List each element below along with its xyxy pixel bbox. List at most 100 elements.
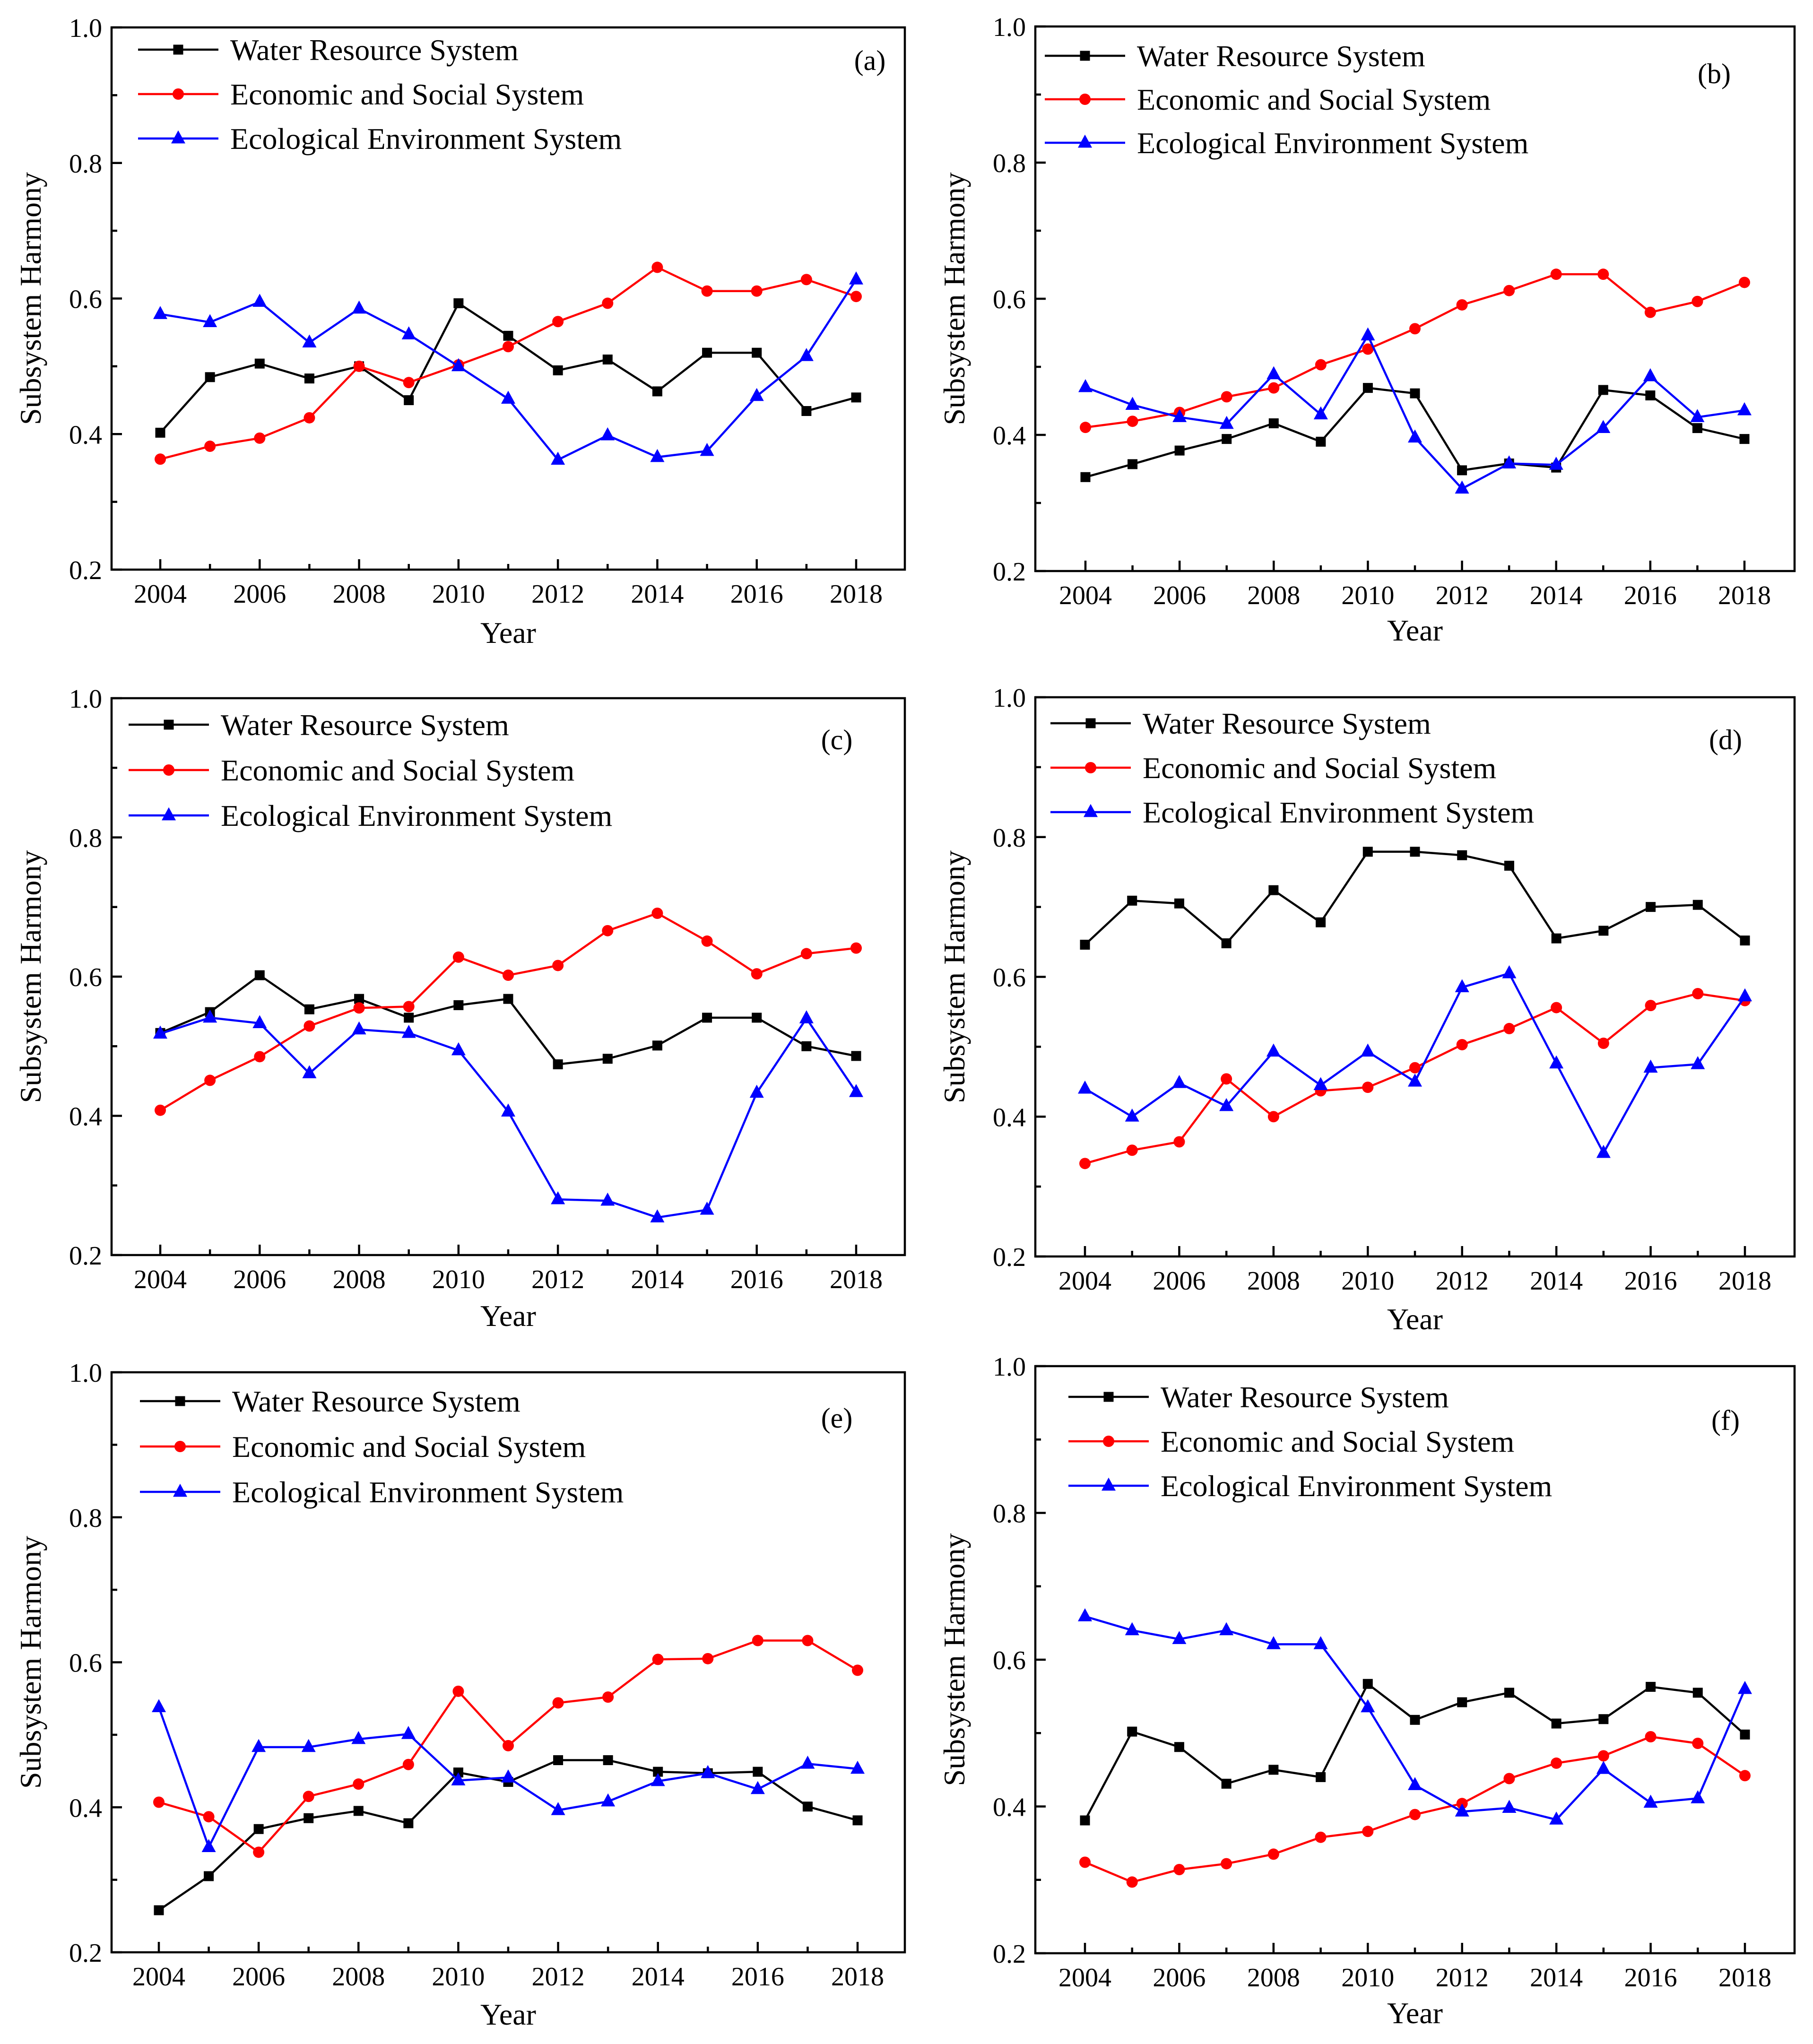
legend-marker — [175, 1396, 185, 1406]
data-point — [1267, 1848, 1279, 1860]
x-tick-label: 2006 — [1153, 1963, 1206, 1992]
x-axis-label: Year — [480, 1299, 536, 1333]
y-tick-label: 1.0 — [69, 1359, 102, 1388]
data-point — [503, 994, 513, 1004]
y-tick-label: 0.2 — [993, 557, 1026, 587]
y-axis-label: Subsystem Harmony — [14, 172, 47, 425]
chart-panel-e: 2004 2006 2008 2010 2012 2014 2016 2018 0.2 0.4 0.… — [14, 1359, 906, 2031]
data-point — [1597, 1750, 1609, 1762]
x-tick-label: 2016 — [731, 1962, 784, 1992]
x-tick-label: 2004 — [134, 1265, 187, 1294]
legend-label: Ecological Environment System — [221, 799, 612, 832]
data-point — [1268, 418, 1279, 429]
data-point — [303, 1791, 314, 1802]
data-point — [1408, 1777, 1422, 1790]
data-point — [155, 427, 165, 438]
data-point — [1268, 885, 1279, 895]
legend-marker — [1102, 1477, 1116, 1491]
data-point — [353, 360, 365, 372]
data-point — [1502, 455, 1517, 468]
series-line-1 — [1084, 850, 1746, 946]
legend-marker — [1079, 94, 1091, 105]
data-point — [1691, 1056, 1705, 1069]
data-point — [1692, 1688, 1703, 1698]
y-tick-label: 0.6 — [69, 285, 102, 314]
x-tick-label: 2008 — [332, 1962, 385, 1992]
data-point — [503, 330, 513, 341]
data-point — [1739, 434, 1750, 444]
data-point — [751, 285, 763, 297]
y-tick-label: 0.6 — [993, 963, 1026, 993]
y-tick-label: 0.4 — [69, 420, 102, 450]
data-point — [1503, 1022, 1515, 1034]
data-point — [652, 1040, 662, 1051]
legend-marker — [173, 44, 183, 55]
data-point — [1361, 1699, 1375, 1713]
chart-panel-c: 2004 2006 2008 2010 2012 2014 2016 2018 0.2 0.4 0.… — [14, 684, 906, 1333]
data-point — [204, 1871, 214, 1881]
data-point — [1127, 416, 1138, 427]
data-point — [1738, 988, 1752, 1002]
x-tick-label: 2014 — [631, 1265, 684, 1294]
data-point — [1409, 323, 1421, 335]
x-tick-label: 2014 — [631, 580, 684, 609]
data-point — [1549, 457, 1563, 470]
data-point — [1645, 1000, 1657, 1012]
data-point — [1646, 1681, 1656, 1692]
data-point — [602, 925, 614, 936]
data-point — [252, 1739, 266, 1752]
data-point — [802, 1801, 813, 1812]
data-point — [203, 1009, 217, 1023]
data-point — [1080, 422, 1091, 433]
legend-marker — [173, 88, 184, 100]
data-point — [1362, 1679, 1373, 1689]
data-point — [353, 1002, 365, 1014]
data-point — [652, 386, 662, 397]
x-tick-label: 2008 — [1247, 1266, 1300, 1296]
legend-marker — [171, 130, 185, 144]
data-point — [1362, 1082, 1374, 1093]
data-point — [153, 306, 167, 319]
data-point — [152, 1699, 166, 1712]
data-point — [1174, 898, 1184, 909]
data-point — [203, 314, 217, 328]
data-point — [353, 1806, 364, 1816]
x-tick-label: 2012 — [1436, 581, 1489, 610]
data-point — [1692, 900, 1703, 910]
y-tick-label: 0.2 — [993, 1243, 1026, 1272]
data-point — [852, 1815, 863, 1826]
series-line-2 — [1085, 273, 1745, 429]
data-point — [702, 1013, 712, 1023]
data-point — [1645, 390, 1656, 400]
legend-label: Economic and Social System — [221, 754, 574, 787]
data-point — [1455, 1803, 1469, 1817]
data-point — [1219, 1622, 1234, 1636]
data-point — [553, 365, 563, 375]
y-axis-label: Subsystem Harmony — [14, 850, 47, 1103]
legend-marker — [173, 1483, 187, 1497]
y-tick-label: 0.4 — [993, 1793, 1026, 1822]
series-line-1 — [159, 302, 857, 433]
data-point — [752, 347, 762, 358]
x-tick-label: 2004 — [134, 580, 187, 609]
data-point — [302, 334, 317, 348]
y-tick-label: 0.8 — [993, 149, 1026, 178]
data-point — [602, 297, 614, 309]
legend-label: Economic and Social System — [1143, 751, 1496, 785]
data-point — [1692, 987, 1704, 999]
data-point — [551, 1802, 565, 1815]
y-tick-label: 0.2 — [69, 1241, 102, 1271]
x-tick-label: 2016 — [1624, 1963, 1677, 1992]
data-point — [1362, 343, 1374, 355]
data-point — [1362, 1826, 1374, 1837]
data-point — [352, 300, 366, 314]
x-tick-label: 2004 — [132, 1962, 185, 1992]
panel-label: (b) — [1698, 58, 1731, 89]
y-tick-label: 0.6 — [993, 285, 1026, 314]
data-point — [552, 316, 564, 328]
data-point — [155, 453, 166, 465]
data-point — [1646, 902, 1656, 912]
panel-label: (e) — [821, 1403, 853, 1434]
data-point — [155, 1104, 166, 1116]
legend-marker — [1080, 51, 1090, 61]
